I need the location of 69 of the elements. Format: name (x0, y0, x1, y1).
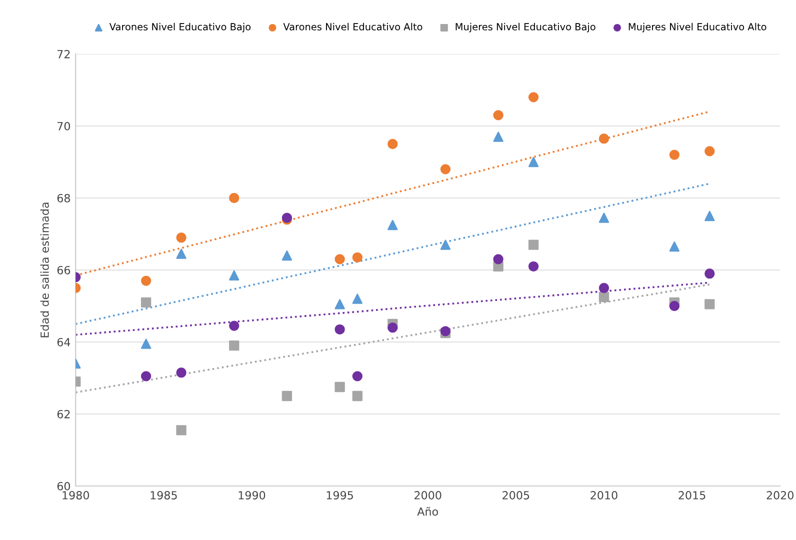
x-tick-label: 2005 (502, 491, 530, 500)
point (669, 242, 680, 252)
x-tick-label: 1985 (150, 491, 177, 500)
point (334, 254, 345, 264)
legend-label: Varones Nivel Educativo Alto (283, 22, 422, 30)
x-tick-label: 2000 (414, 491, 442, 500)
line-series (74, 182, 711, 325)
y-tick-label: 64 (57, 338, 70, 346)
point (704, 210, 715, 222)
point (669, 300, 680, 312)
point (388, 322, 398, 333)
x-tick-label: 1990 (238, 491, 266, 500)
y-tick-label: 68 (57, 194, 70, 202)
point (528, 261, 539, 272)
x-tick-label: 2010 (590, 491, 618, 500)
x-tick-label: 1995 (326, 491, 353, 500)
x-axis-title: Año (417, 506, 438, 516)
point (334, 382, 345, 392)
point (282, 250, 292, 261)
point (352, 371, 362, 382)
x-tick-label: 2015 (678, 491, 706, 500)
point (176, 368, 186, 378)
point (704, 299, 715, 310)
point (140, 338, 152, 349)
point (493, 132, 504, 142)
point (598, 212, 610, 223)
point (528, 156, 539, 168)
y-tick-label: 60 (57, 482, 70, 490)
point (352, 252, 362, 262)
y-axis-title: Edad de salida estimada (40, 202, 49, 338)
point (352, 294, 362, 304)
point (704, 268, 715, 279)
point (388, 138, 398, 150)
point (493, 254, 504, 264)
point (176, 248, 186, 259)
y-tick-label: 62 (57, 410, 70, 418)
point (598, 282, 610, 294)
point (528, 240, 539, 250)
point (176, 425, 186, 436)
point (140, 276, 152, 286)
y-tick-label: 66 (57, 266, 70, 274)
point (669, 150, 680, 160)
point (229, 192, 240, 204)
point (704, 146, 715, 156)
point (388, 220, 398, 230)
point (282, 390, 292, 402)
legend-label: Mujeres Nivel Educativo Bajo (456, 22, 596, 32)
legend-label: Varones Nivel Educativo Bajo (109, 22, 251, 32)
x-tick-label: 2020 (766, 491, 794, 500)
point (440, 164, 451, 174)
point (598, 292, 610, 302)
point (229, 340, 240, 351)
point (140, 297, 152, 308)
point (176, 232, 186, 243)
point (334, 299, 345, 310)
y-tick-label: 72 (58, 50, 70, 58)
point (229, 270, 240, 280)
point (528, 92, 539, 102)
point (334, 324, 345, 334)
legend-label: Mujeres Nivel Educativo Alto (628, 22, 766, 32)
point (140, 371, 152, 382)
x-tick-label: 1980 (62, 491, 90, 500)
point (493, 110, 504, 120)
point (229, 320, 240, 331)
point (352, 390, 362, 402)
y-tick-label: 70 (58, 122, 70, 130)
point (440, 240, 451, 250)
line-series (74, 283, 711, 394)
point (598, 134, 610, 144)
